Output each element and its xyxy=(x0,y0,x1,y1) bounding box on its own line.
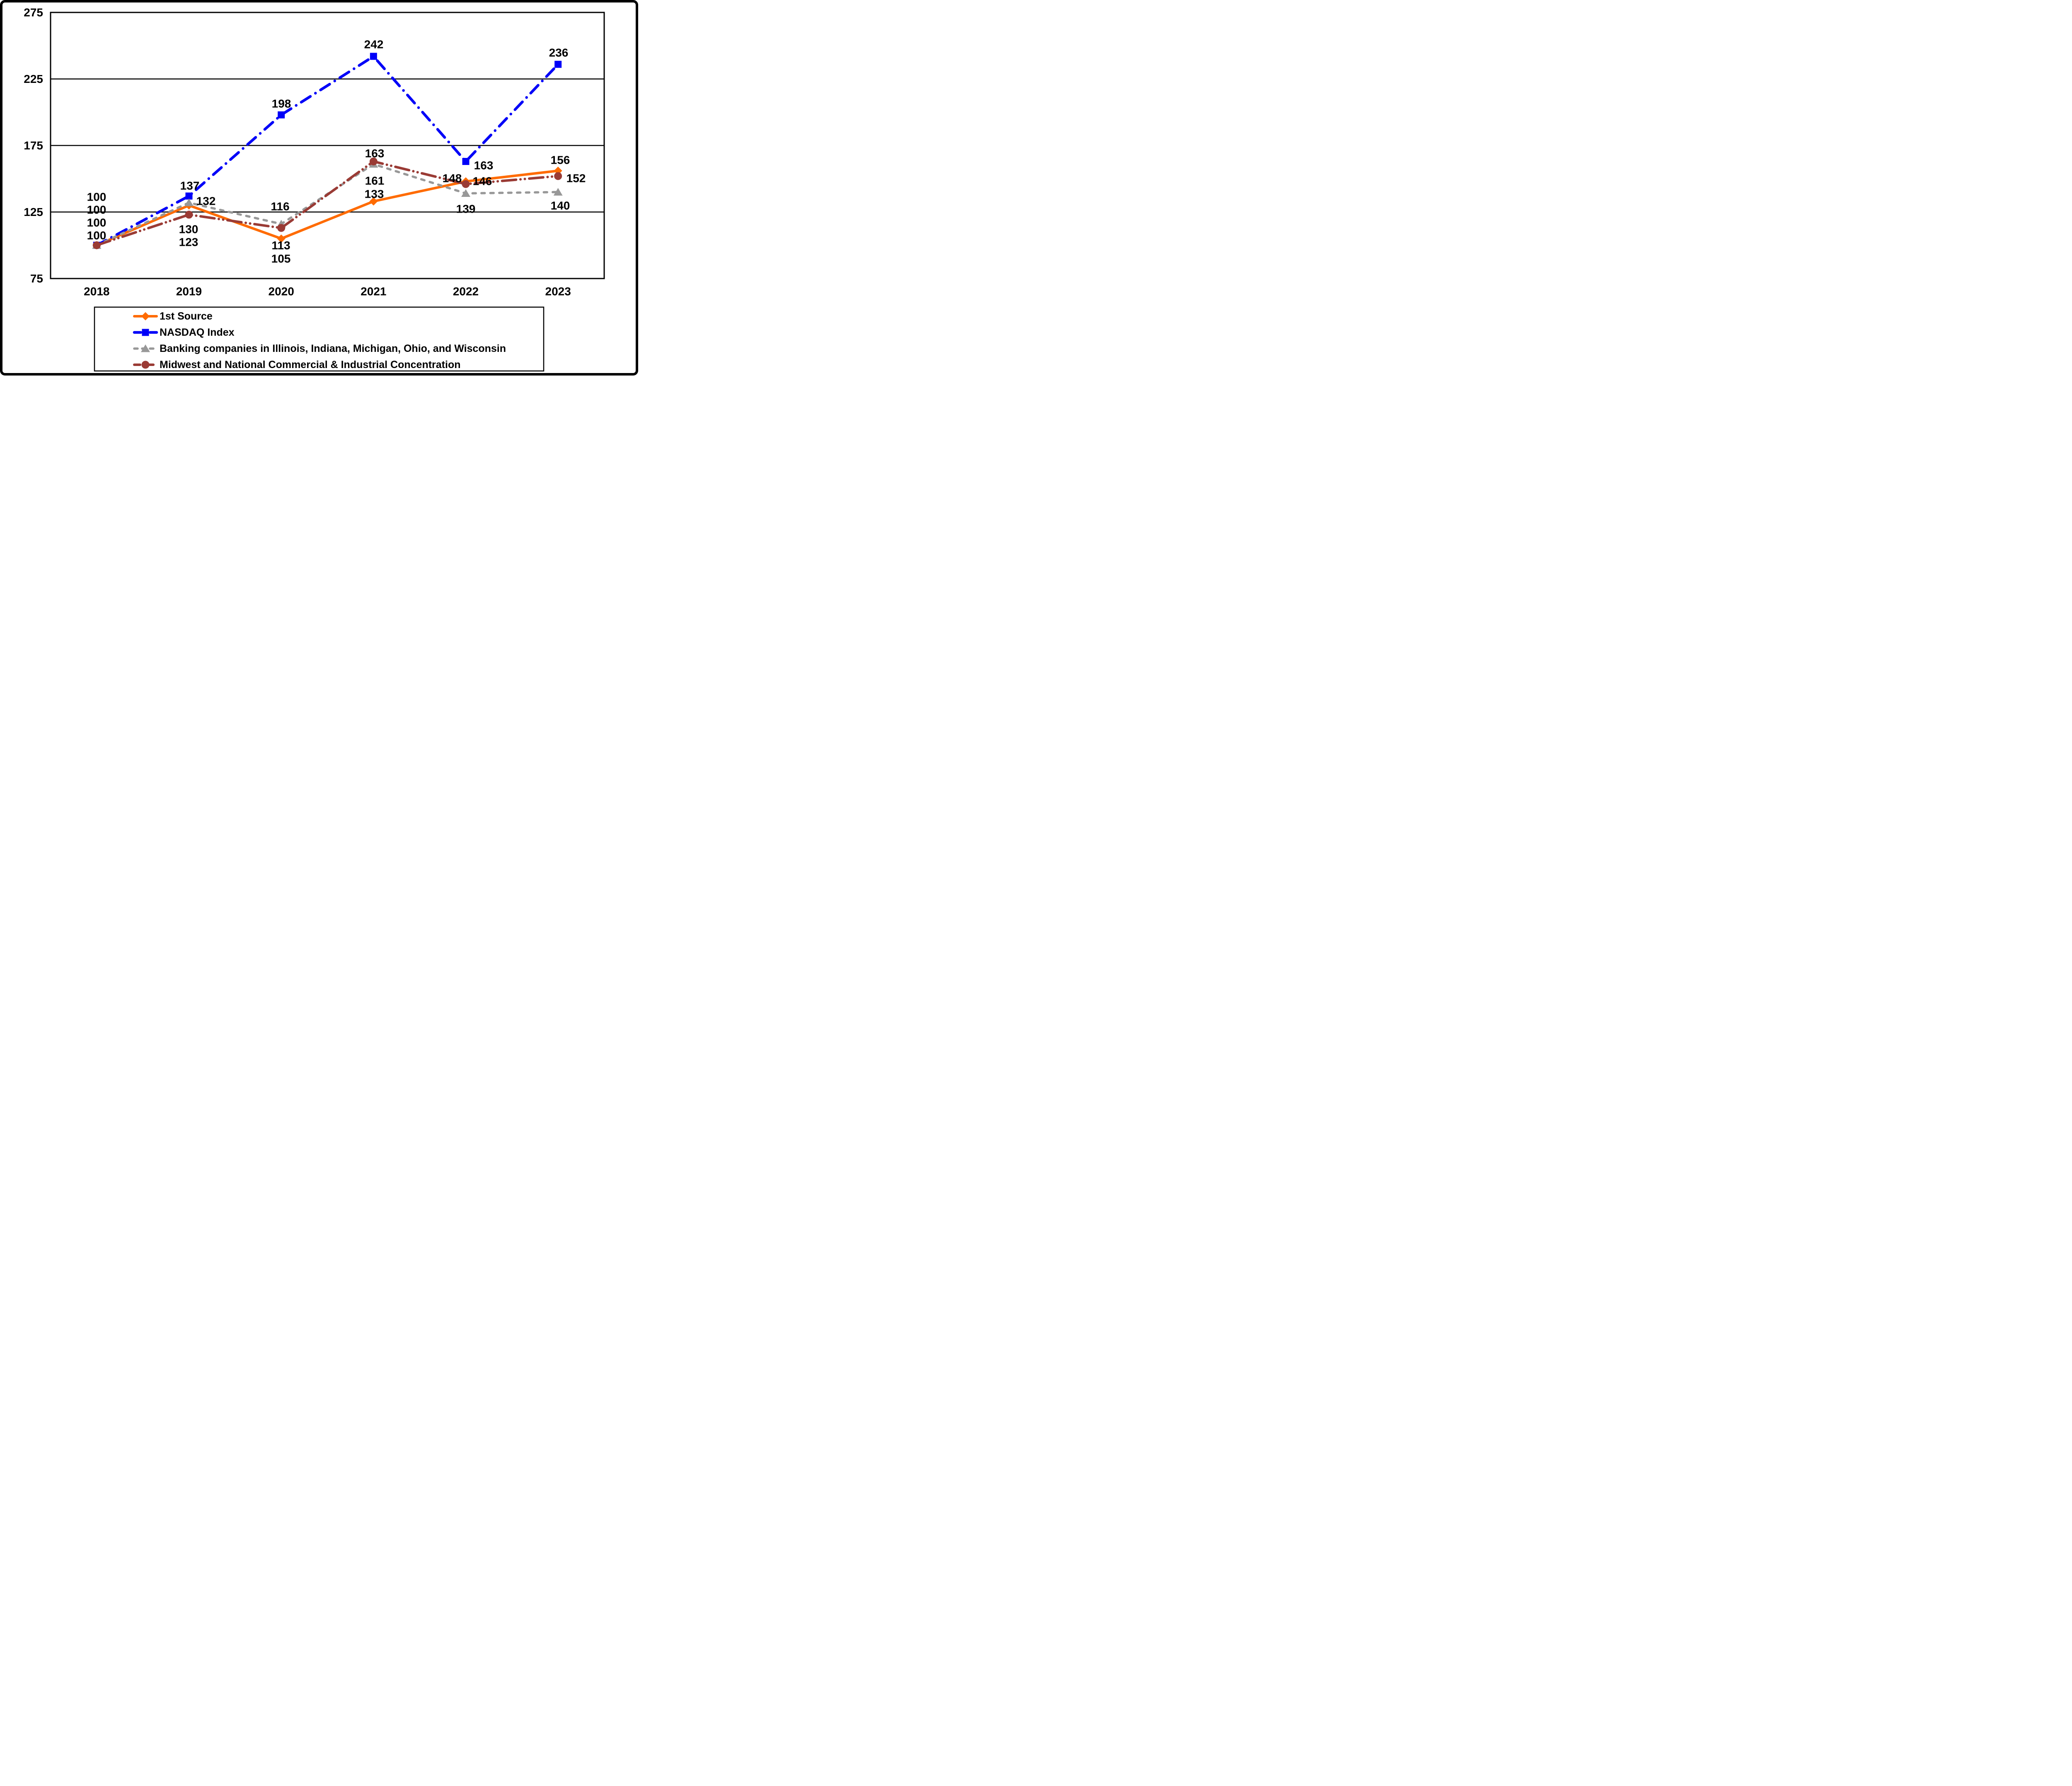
x-axis-label-2020: 2020 xyxy=(269,285,294,298)
x-axis-label-2018: 2018 xyxy=(84,285,109,298)
data-label-nasdaq-index-2020: 198 xyxy=(272,97,291,110)
midwest-ci-marker-2021 xyxy=(369,158,378,166)
data-label-first-source-2021: 133 xyxy=(365,188,384,201)
data-label-first-source-2023: 156 xyxy=(551,154,570,167)
legend-label-banking-peers: Banking companies in Illinois, Indiana, … xyxy=(160,343,506,354)
y-tick-label-75: 75 xyxy=(30,272,43,285)
square-icon xyxy=(142,329,149,336)
plot-area-border xyxy=(50,12,605,279)
data-label-banking-peers-2019: 132 xyxy=(196,195,216,208)
banking-peers-marker-2019 xyxy=(184,199,194,206)
midwest-ci-marker-2018 xyxy=(92,241,101,250)
x-axis-label-2021: 2021 xyxy=(361,285,386,298)
stock-performance-chart: 275 225 175 125 75 2018 2019 2020 2021 2022 2023 10… xyxy=(0,0,638,376)
data-label-midwest-ci-2023: 152 xyxy=(566,172,586,185)
nasdaq-index-marker-2019 xyxy=(185,192,193,200)
data-label-banking-peers-2018: 100 xyxy=(87,204,107,216)
circle-icon xyxy=(141,361,150,369)
nasdaq-index-marker-2021 xyxy=(370,53,377,60)
legend-label-midwest-ci: Midwest and National Commercial & Indust… xyxy=(160,359,461,371)
midwest-ci-marker-2019 xyxy=(185,211,193,219)
midwest-ci-marker-2022 xyxy=(462,180,470,188)
y-tick-label-175: 175 xyxy=(24,139,43,152)
banking-peers-marker-2022 xyxy=(461,189,470,197)
first-source-marker-2021 xyxy=(369,197,378,206)
banking-peers-marker-2023 xyxy=(553,188,563,196)
y-tick-label-225: 225 xyxy=(24,73,43,85)
nasdaq-index-line xyxy=(95,55,559,247)
data-label-first-source-2018: 100 xyxy=(87,216,107,229)
x-axis-label-2022: 2022 xyxy=(453,285,479,298)
data-label-nasdaq-index-2018: 100 xyxy=(87,191,107,204)
data-label-midwest-ci-2018: 100 xyxy=(87,229,107,242)
x-axis-label-2019: 2019 xyxy=(176,285,202,298)
triangle-icon xyxy=(141,344,150,352)
diamond-icon xyxy=(141,312,150,320)
first-source-line xyxy=(95,169,559,247)
legend-box xyxy=(94,306,545,372)
legend-label-first-source: 1st Source xyxy=(160,310,213,322)
midwest-ci-marker-2020 xyxy=(277,224,286,232)
data-label-nasdaq-index-2021: 242 xyxy=(364,38,384,51)
data-label-nasdaq-index-2019: 137 xyxy=(180,179,200,192)
y-tick-label-275: 275 xyxy=(24,6,43,19)
data-label-nasdaq-index-2022: 163 xyxy=(474,159,494,172)
data-label-banking-peers-2020: 116 xyxy=(271,200,289,213)
data-label-banking-peers-2023: 140 xyxy=(551,199,570,212)
data-label-banking-peers-2022: 139 xyxy=(456,203,476,216)
midwest-ci-line xyxy=(95,160,559,247)
data-label-midwest-ci-2022: 146 xyxy=(473,175,492,188)
data-label-first-source-2022: 148 xyxy=(443,172,462,185)
y-tick-label-125: 125 xyxy=(24,206,43,218)
nasdaq-index-marker-2023 xyxy=(554,61,562,68)
nasdaq-index-marker-2020 xyxy=(278,111,285,119)
data-label-first-source-2020: 105 xyxy=(271,252,291,265)
data-label-banking-peers-2021: 161 xyxy=(365,174,385,187)
first-source-marker-2020 xyxy=(277,234,286,243)
chart-canvas: 275 225 175 125 75 2018 2019 2020 2021 2022 2023 10… xyxy=(24,6,605,372)
data-label-first-source-2019: 130 xyxy=(179,223,198,236)
data-label-midwest-ci-2020: 113 xyxy=(271,239,290,252)
data-label-midwest-ci-2021: 163 xyxy=(365,147,385,160)
x-axis-label-2023: 2023 xyxy=(545,285,571,298)
data-label-nasdaq-index-2023: 236 xyxy=(549,46,569,59)
midwest-ci-marker-2023 xyxy=(554,172,562,180)
data-label-midwest-ci-2019: 123 xyxy=(179,236,198,249)
legend-label-nasdaq-index: NASDAQ Index xyxy=(160,327,235,338)
nasdaq-index-marker-2022 xyxy=(462,158,470,165)
